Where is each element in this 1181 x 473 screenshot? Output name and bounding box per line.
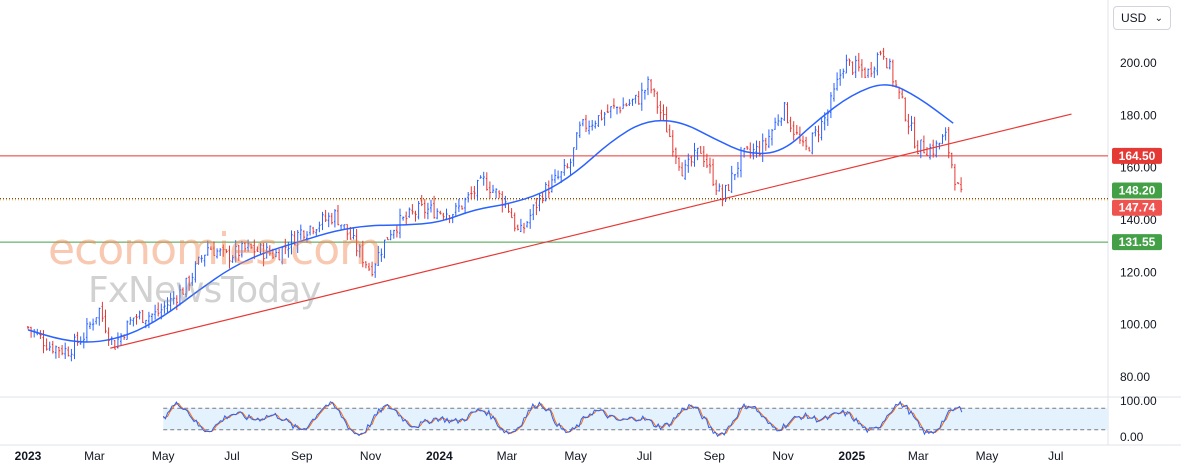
y-tick-label: 80.00	[1120, 370, 1150, 384]
time-axis[interactable]: 2023 Mar May Jul Sep Nov 2024 Mar May Jul Sep Nov 20…	[15, 449, 1064, 463]
x-tick-label: Jul	[637, 449, 652, 463]
y-tick-label: 100.00	[1120, 318, 1157, 332]
price-tag-bg	[1112, 147, 1162, 164]
price-axis[interactable]: 200.00 180.00 160.00 140.00 120.00 100.00 80.0…	[1120, 56, 1157, 384]
price-tag-label: 164.50	[1119, 149, 1156, 163]
stochastic-tick-label: 100.00	[1120, 394, 1157, 408]
stochastic-axis: 100.00 0.00	[1120, 394, 1157, 444]
y-tick-label: 140.00	[1120, 213, 1157, 227]
price-tag: 148.20	[1112, 182, 1162, 199]
y-tick-label: 200.00	[1120, 56, 1157, 70]
stochastic-tick-label: 0.00	[1120, 430, 1144, 444]
chart-grid	[0, 0, 1181, 446]
x-tick-label: Nov	[772, 449, 793, 463]
y-tick-label: 120.00	[1120, 265, 1157, 279]
price-tag-label: 131.55	[1119, 235, 1156, 249]
currency-label: USD	[1121, 11, 1147, 25]
x-tick-label: Jul	[1048, 449, 1063, 463]
price-tag: 147.74	[1112, 199, 1162, 216]
price-candles	[27, 47, 963, 362]
price-tag-bg	[1112, 199, 1162, 216]
x-tick-label: Mar	[908, 449, 929, 463]
x-tick-label: May	[564, 449, 587, 463]
watermark-fxnewstoday: FxNewsToday	[88, 270, 321, 311]
price-tag: 131.55	[1112, 234, 1162, 251]
stochastic-lines	[162, 400, 963, 438]
price-tags: 164.50 148.20 147.74 131.55	[1112, 147, 1162, 251]
price-tag: 164.50	[1112, 147, 1162, 164]
x-tick-label: Mar	[497, 449, 518, 463]
x-tick-label: May	[976, 449, 999, 463]
currency-selector[interactable]: USD ⌄	[1113, 6, 1171, 30]
x-tick-label: 2023	[15, 449, 42, 463]
x-tick-label: Sep	[704, 449, 726, 463]
price-tag-bg	[1112, 234, 1162, 251]
x-tick-label: 2025	[838, 449, 865, 463]
chevron-down-icon: ⌄	[1154, 12, 1163, 24]
horizontal-levels	[0, 155, 1108, 243]
price-tag-bg	[1112, 182, 1162, 199]
price-tag-label: 148.20	[1119, 184, 1156, 198]
trendline[interactable]	[110, 113, 1072, 349]
moving-average-line	[27, 84, 954, 343]
x-tick-label: Jul	[224, 449, 239, 463]
x-tick-label: Nov	[360, 449, 381, 463]
price-tag-label: 147.74	[1119, 201, 1156, 215]
stochastic-k-line	[162, 400, 963, 438]
x-tick-label: Mar	[84, 449, 105, 463]
x-tick-label: May	[152, 449, 175, 463]
x-tick-label: Sep	[291, 449, 313, 463]
y-tick-label: 180.00	[1120, 108, 1157, 122]
y-tick-label: 160.00	[1120, 161, 1157, 175]
x-tick-label: 2024	[426, 449, 453, 463]
watermark-economies: economies.com	[48, 224, 382, 275]
